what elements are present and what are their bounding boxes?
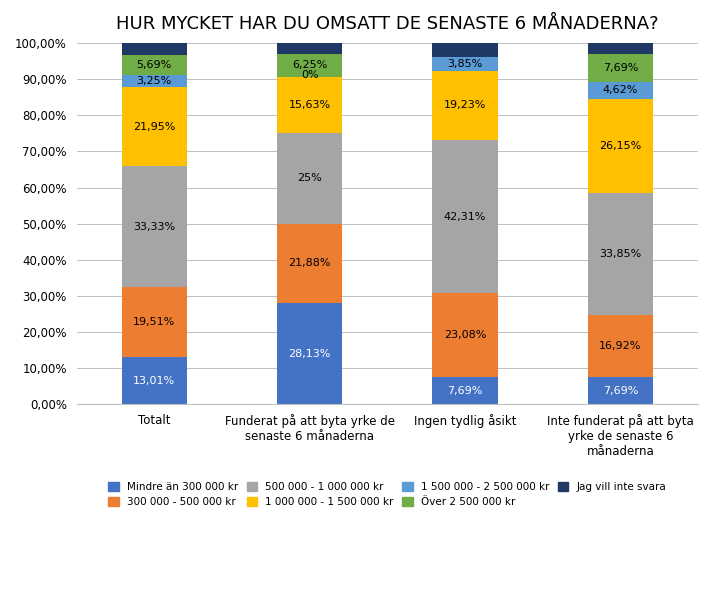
Bar xyxy=(122,358,187,405)
Text: 25%: 25% xyxy=(298,174,322,183)
Text: 3,85%: 3,85% xyxy=(447,58,483,69)
Bar xyxy=(588,193,653,315)
Bar xyxy=(432,140,498,293)
Bar xyxy=(588,377,653,405)
Bar xyxy=(122,287,187,358)
Bar xyxy=(432,57,498,71)
Text: 3,25%: 3,25% xyxy=(137,76,172,86)
Bar xyxy=(588,54,653,82)
Bar xyxy=(277,133,342,224)
Text: 5,69%: 5,69% xyxy=(137,60,172,70)
Bar xyxy=(588,43,653,54)
Text: 7,69%: 7,69% xyxy=(447,385,483,396)
Text: 21,95%: 21,95% xyxy=(133,122,176,131)
Bar xyxy=(277,43,342,54)
Text: 33,33%: 33,33% xyxy=(133,221,176,232)
Bar xyxy=(588,315,653,377)
Bar xyxy=(432,293,498,377)
Bar xyxy=(277,303,342,405)
Text: 33,85%: 33,85% xyxy=(599,249,642,259)
Text: 7,69%: 7,69% xyxy=(603,385,638,396)
Bar xyxy=(122,55,187,75)
Text: 19,23%: 19,23% xyxy=(444,101,486,110)
Text: 23,08%: 23,08% xyxy=(444,330,486,340)
Text: 7,69%: 7,69% xyxy=(603,63,638,73)
Text: 26,15%: 26,15% xyxy=(599,140,642,151)
Bar xyxy=(432,71,498,140)
Text: 13,01%: 13,01% xyxy=(133,376,176,386)
Text: 42,31%: 42,31% xyxy=(444,212,486,222)
Text: 19,51%: 19,51% xyxy=(133,317,176,327)
Text: 0%: 0% xyxy=(301,70,318,80)
Bar xyxy=(432,43,498,57)
Bar xyxy=(277,224,342,303)
Bar xyxy=(277,54,342,77)
Bar xyxy=(588,82,653,98)
Legend: Mindre än 300 000 kr, 300 000 - 500 000 kr, 500 000 - 1 000 000 kr, 1 000 000 - : Mindre än 300 000 kr, 300 000 - 500 000 … xyxy=(108,482,666,507)
Text: 4,62%: 4,62% xyxy=(603,85,638,95)
Text: 21,88%: 21,88% xyxy=(288,258,331,268)
Text: 28,13%: 28,13% xyxy=(288,349,331,359)
Bar xyxy=(122,43,187,55)
Title: HUR MYCKET HAR DU OMSATT DE SENASTE 6 MÅNADERNA?: HUR MYCKET HAR DU OMSATT DE SENASTE 6 MÅ… xyxy=(116,15,659,33)
Bar xyxy=(122,87,187,166)
Text: 15,63%: 15,63% xyxy=(288,100,331,110)
Text: 16,92%: 16,92% xyxy=(599,341,642,351)
Bar xyxy=(588,98,653,193)
Bar xyxy=(277,77,342,133)
Bar xyxy=(122,166,187,287)
Bar xyxy=(432,377,498,405)
Bar xyxy=(122,75,187,87)
Text: 6,25%: 6,25% xyxy=(292,60,327,71)
